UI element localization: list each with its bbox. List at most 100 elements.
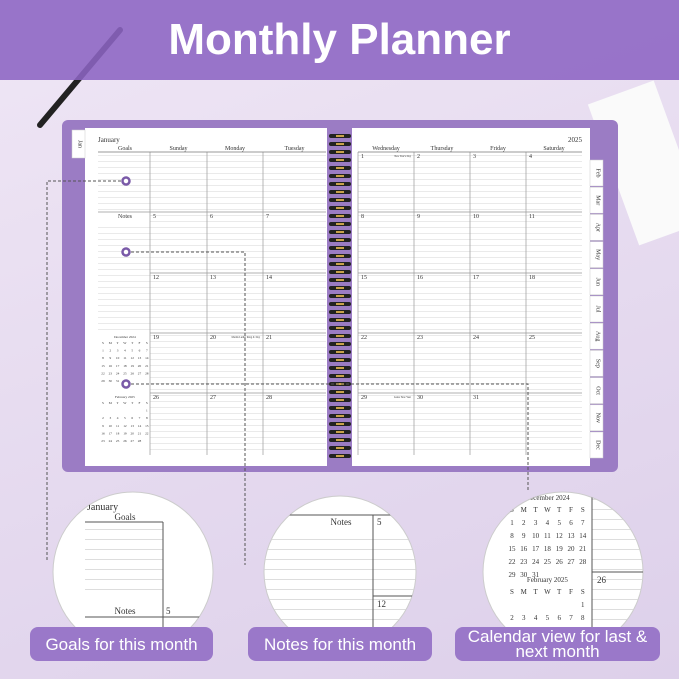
spiral-ring: [336, 311, 344, 313]
mini-day: 1: [146, 409, 148, 413]
spiral-ring: [336, 351, 344, 353]
date: 26: [153, 395, 159, 401]
mini-day: 18: [544, 545, 552, 553]
tab-label: Mar: [595, 195, 601, 205]
mini-weekday: T: [533, 588, 538, 596]
spiral-ring: [336, 207, 344, 209]
date: 12: [153, 275, 159, 281]
mini-day: 12: [131, 356, 135, 360]
holiday: Lunar New Year: [394, 396, 411, 399]
mini-weekday: W: [123, 401, 127, 405]
date: 21: [266, 335, 272, 341]
mini-day: 15: [101, 364, 105, 368]
mini-weekday: S: [146, 401, 148, 405]
mini-day: 20: [568, 545, 576, 553]
mini-day: 4: [534, 614, 538, 622]
spiral-ring: [336, 455, 344, 457]
spiral-ring: [336, 407, 344, 409]
tab-label: Jun: [595, 278, 601, 286]
mini-day: 14: [145, 356, 149, 360]
spiral-ring: [336, 303, 344, 305]
spiral-ring: [336, 143, 344, 145]
mini-day: 19: [556, 545, 564, 553]
tab: [589, 241, 604, 268]
mini-day: 20: [138, 364, 142, 368]
mini-day: 19: [131, 364, 135, 368]
mini-day: 9: [102, 424, 104, 428]
zoom-date: 26: [597, 575, 607, 585]
mini-day: 7: [139, 416, 141, 420]
goals-label: Goals: [118, 146, 133, 152]
date: 31: [473, 395, 479, 401]
date: 8: [361, 214, 364, 220]
spiral-ring: [336, 375, 344, 377]
date: 27: [210, 395, 216, 401]
zoom-goals: January Goals Notes 5: [85, 502, 213, 652]
spiral-ring: [336, 447, 344, 449]
mini-day: 12: [556, 532, 564, 540]
tab-label: May: [595, 249, 601, 260]
mini-day: 8: [510, 532, 514, 540]
day-header: Saturday: [543, 146, 564, 152]
zoom-date: 5: [377, 517, 382, 527]
mini-weekday: W: [123, 341, 127, 345]
spiral-ring: [336, 431, 344, 433]
mini-day: 16: [101, 431, 105, 435]
date: 9: [417, 214, 420, 220]
mini-day: 28: [138, 439, 142, 443]
mini-day: 11: [544, 532, 551, 540]
mini-day: 13: [138, 356, 142, 360]
tab: [589, 377, 604, 404]
mini-day: 7: [581, 519, 585, 527]
mini-day: 6: [557, 614, 561, 622]
mini-day: 7: [146, 349, 148, 353]
mini-day: 16: [520, 545, 528, 553]
mini-day: 18: [123, 364, 127, 368]
date: 20: [210, 335, 216, 341]
mini-day: 8: [102, 356, 104, 360]
mini-day: 26: [556, 558, 564, 566]
day-header: Wednesday: [372, 146, 400, 152]
mini-day: 27: [138, 371, 142, 375]
spiral-ring: [336, 223, 344, 225]
tab-label: Jan: [77, 140, 83, 148]
mini-day: 25: [544, 558, 552, 566]
mini-day: 20: [131, 431, 135, 435]
mini-day: 21: [145, 364, 149, 368]
mini-day: 27: [568, 558, 576, 566]
mini-weekday: T: [117, 341, 120, 345]
mini-day: 6: [569, 519, 573, 527]
mini-day: 13: [131, 424, 135, 428]
mini-day: 8: [581, 614, 585, 622]
spiral-ring: [336, 383, 344, 385]
mini-day: 4: [117, 416, 119, 420]
date: 6: [210, 214, 213, 220]
date: 18: [529, 275, 535, 281]
spiral-ring: [336, 175, 344, 177]
spiral-ring: [336, 335, 344, 337]
mini-day: 6: [131, 416, 133, 420]
mini-weekday: F: [569, 588, 573, 596]
date: 28: [266, 395, 272, 401]
mini-day: 15: [509, 545, 517, 553]
mini-weekday: S: [581, 506, 585, 514]
mini-day: 5: [131, 349, 133, 353]
spiral-ring: [336, 287, 344, 289]
mini-day: 17: [116, 364, 120, 368]
spiral-ring: [336, 367, 344, 369]
spiral-ring: [336, 415, 344, 417]
spiral-ring: [336, 239, 344, 241]
mini-day: 23: [101, 439, 105, 443]
zoom-notes-label: Notes: [331, 517, 352, 527]
date: 1: [361, 154, 364, 160]
holiday: New Year's Day: [394, 155, 411, 158]
date: 22: [361, 335, 367, 341]
mini-day: 3: [534, 519, 538, 527]
month: January: [98, 136, 120, 144]
mini-weekday: T: [131, 401, 134, 405]
mini-title: February 2025: [115, 395, 135, 399]
mini-weekday: T: [131, 341, 134, 345]
